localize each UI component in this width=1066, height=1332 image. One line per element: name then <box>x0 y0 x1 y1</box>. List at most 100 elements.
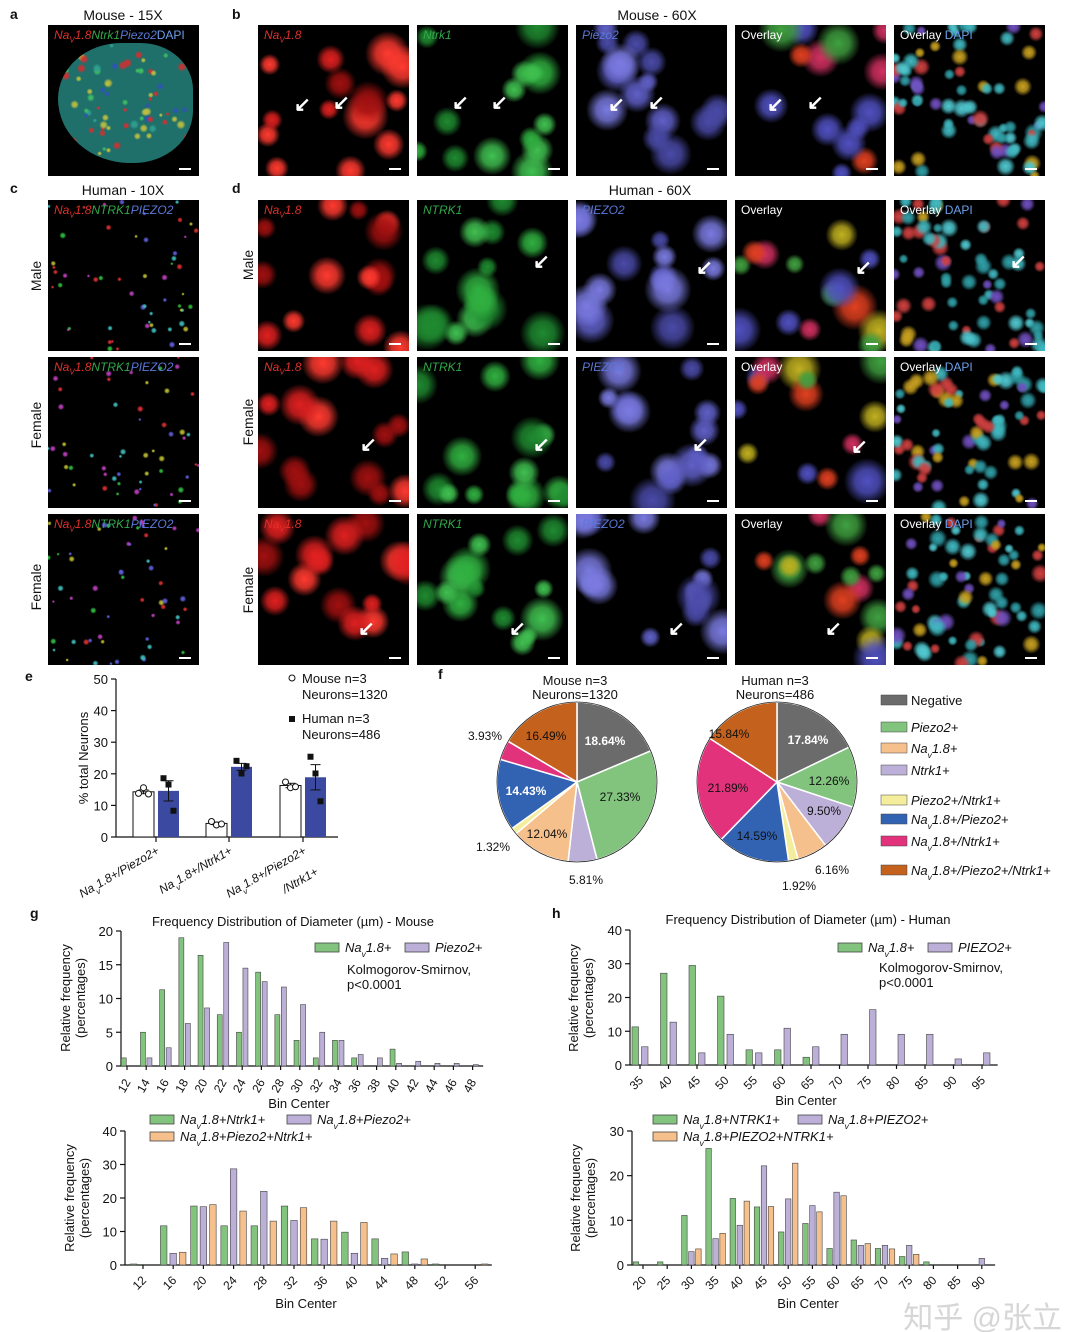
bar <box>736 1224 743 1266</box>
channel-label-part: V <box>279 524 285 534</box>
bar <box>669 1021 677 1066</box>
scale-bar <box>179 343 191 345</box>
x-tick-label: 45 <box>684 1073 704 1093</box>
data-point <box>140 784 147 792</box>
text-part: 1.8+PIEZO2+NTRK1+ <box>704 1129 834 1144</box>
slice-label: 21.89% <box>708 781 749 795</box>
channel-label-part: V <box>69 367 75 377</box>
micrograph-dapi: Overlay DAPI <box>894 25 1045 176</box>
text-part: v <box>197 1138 202 1148</box>
x-tick-label: 36 <box>311 1273 331 1293</box>
panel-label-g: g <box>30 905 39 921</box>
text-part: Na <box>180 1129 197 1144</box>
slice-label: 15.84% <box>709 727 750 741</box>
channel-label-part: DAPI <box>944 360 973 374</box>
bar <box>753 1206 761 1266</box>
micrograph-green: NTRK1 ↙ <box>417 357 568 508</box>
legend-label: Nav1.8+NTRK1+ <box>683 1112 780 1131</box>
text-part: 1.8+Ntrk1+ <box>201 1112 266 1127</box>
title-mouse-15x: Mouse - 15X <box>83 7 163 23</box>
channel-label-part: V <box>279 35 285 45</box>
x-tick-label: 35 <box>627 1073 647 1093</box>
scale-bar <box>707 657 719 659</box>
micrograph-red: NaV1.8 ↙ <box>258 357 409 508</box>
bar <box>209 1204 217 1266</box>
x-axis-label: Bin Center <box>777 1296 839 1311</box>
x-tick-label: 40 <box>384 1076 403 1095</box>
arrow-icon: ↙ <box>692 434 709 456</box>
x-tick-label: 24 <box>230 1076 249 1095</box>
bar <box>281 986 287 1067</box>
title-human-60x: Human - 60X <box>608 182 692 198</box>
y-tick-label: 15 <box>99 958 113 973</box>
channel-label: NaV1.8NTRK1PIEZO2 <box>54 360 173 376</box>
y-tick-label: 0 <box>615 1058 622 1073</box>
y-tick-label: 20 <box>99 924 113 939</box>
scale-bar <box>179 657 191 659</box>
text-part: v <box>845 1121 850 1131</box>
bar <box>840 1195 847 1266</box>
text-part: Na <box>345 940 362 955</box>
y-tick-label: 40 <box>94 704 108 719</box>
channel-label: NaV1.8NTRK1PIEZO2 <box>54 517 173 533</box>
bar <box>632 1261 640 1266</box>
text-part: Na <box>828 1112 845 1127</box>
channel-label-part: DAPI <box>944 203 973 217</box>
bar <box>231 766 252 837</box>
micrograph-green: NTRK1 ↙ <box>417 200 568 351</box>
text-part: 1.8+ <box>932 741 958 756</box>
y-tick-label: 30 <box>608 957 622 972</box>
x-tick-label: 42 <box>403 1076 422 1095</box>
x-axis-label: Bin Center <box>275 1296 337 1311</box>
channel-label-part: DAPI <box>156 28 185 42</box>
micrograph-red: NaV1.8 ↙ <box>258 514 409 665</box>
title-mouse-60x: Mouse - 60X <box>617 7 697 23</box>
legend-swatch <box>404 942 430 953</box>
bar <box>869 1009 877 1066</box>
bar <box>816 1211 823 1266</box>
y-tick-label: 0 <box>101 830 108 845</box>
channel-label-part: DAPI <box>944 517 973 531</box>
legend-label: Nav1.8+/Ntrk1+ <box>911 834 1000 853</box>
scale-bar <box>389 657 401 659</box>
x-tick-label: 20 <box>190 1273 210 1293</box>
bar <box>311 1238 319 1266</box>
bar <box>743 1200 750 1266</box>
micrograph-sparse: NaV1.8NTRK1PIEZO2 <box>48 514 199 665</box>
x-tick-label: 18 <box>172 1076 191 1095</box>
bar <box>360 1222 368 1266</box>
scale-bar <box>548 500 560 502</box>
y-tick-label: 0 <box>106 1059 113 1074</box>
arrow-icon: ↙ <box>648 92 665 114</box>
slice-label: 3.93% <box>468 729 502 743</box>
bar <box>705 1148 712 1266</box>
arrow-icon: ↙ <box>491 92 508 114</box>
channel-label: Overlay <box>741 360 782 374</box>
chart-title: Frequency Distribution of Diameter (µm) … <box>666 912 951 927</box>
legend-swatch <box>880 864 908 876</box>
bar <box>809 1205 816 1266</box>
bar <box>199 1206 207 1266</box>
y-tick-label: 0 <box>110 1258 117 1273</box>
channel-label-part: 1.8 <box>284 203 302 217</box>
text-part: Na <box>911 741 928 756</box>
y-tick-label: 30 <box>610 1124 624 1139</box>
bar <box>158 790 179 837</box>
channel-label: NaV1.8 <box>264 517 301 533</box>
bar <box>165 1047 172 1067</box>
micrograph-red: NaV1.8 ↙ ↙ <box>258 25 409 176</box>
arrow-icon: ↙ <box>360 434 377 456</box>
y-axis-label-2: (percentages) <box>73 958 88 1038</box>
text-part: Na <box>683 1112 700 1127</box>
data-point <box>160 775 167 782</box>
bar <box>431 1263 440 1266</box>
bar <box>220 1225 228 1266</box>
data-point <box>282 778 289 786</box>
x-tick-label: 80 <box>920 1273 940 1293</box>
text-part: v <box>197 1121 202 1131</box>
scale-bar <box>866 500 878 502</box>
text-part: Na <box>911 812 928 827</box>
channel-label: Overlay DAPI <box>900 203 973 217</box>
channel-label-part: Overlay <box>741 517 783 531</box>
channel-label-part: 1.8 <box>284 360 302 374</box>
